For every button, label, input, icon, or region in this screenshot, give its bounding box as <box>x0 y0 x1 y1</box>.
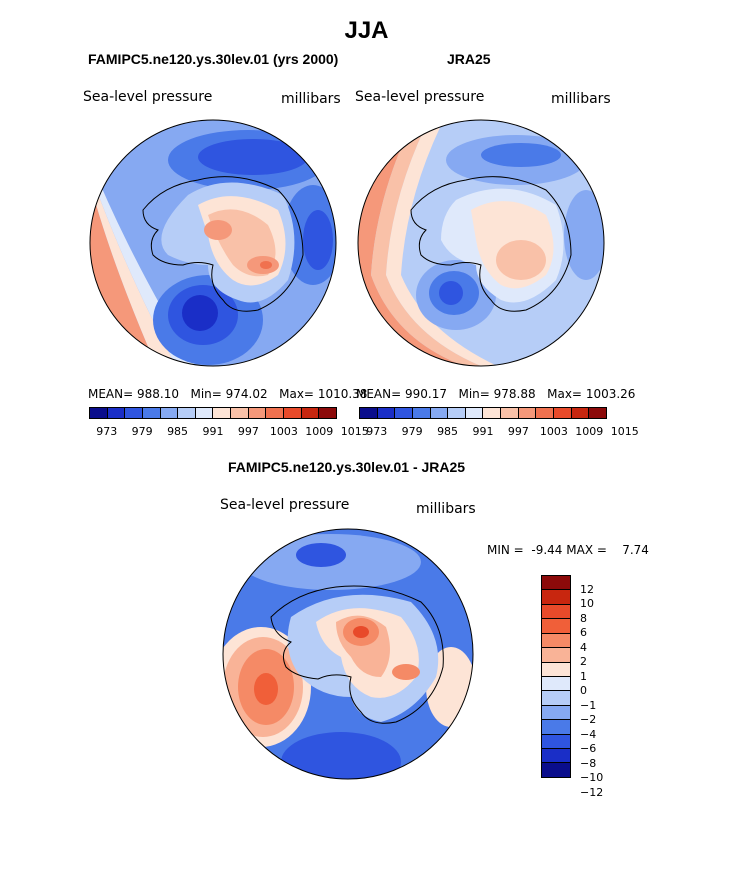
colorbar-tick-label: 1003 <box>539 425 568 438</box>
panel1-stats: MEAN= 988.10 Min= 974.02 Max= 1010.38 <box>88 387 368 401</box>
colorbar-swatch <box>178 408 196 418</box>
panel3-stats: MIN = -9.44 MAX = 7.74 <box>487 543 649 557</box>
panel2-colorbar <box>359 407 607 419</box>
colorbar-swatch <box>542 720 570 735</box>
colorbar-tick-label: 1015 <box>340 425 369 438</box>
colorbar-swatch <box>542 763 570 777</box>
colorbar-tick-label: 10 <box>580 597 594 610</box>
panel3-map <box>222 528 474 780</box>
colorbar-tick-label: 991 <box>472 425 494 438</box>
colorbar-tick-label: −4 <box>580 727 597 741</box>
colorbar-tick-label: −1 <box>580 698 597 712</box>
colorbar-tick-label: 0 <box>580 684 587 697</box>
colorbar-swatch <box>554 408 572 418</box>
colorbar-tick-label: 1 <box>580 669 587 683</box>
colorbar-swatch <box>160 408 179 418</box>
colorbar-swatch <box>542 662 570 677</box>
colorbar-tick-label: 973 <box>366 425 388 438</box>
colorbar-swatch <box>395 408 413 418</box>
colorbar-tick-label: 2 <box>580 655 587 668</box>
colorbar-tick-label: −8 <box>580 756 597 770</box>
colorbar-swatch <box>571 408 590 418</box>
colorbar-tick-label: 1003 <box>269 425 298 438</box>
panel3-units: millibars <box>416 501 476 517</box>
colorbar-swatch <box>589 408 606 418</box>
panel3-title: FAMIPC5.ne120.ys.30lev.01 - JRA25 <box>228 459 466 475</box>
colorbar-swatch <box>301 408 320 418</box>
colorbar-swatch <box>501 408 519 418</box>
colorbar-tick-label: 1009 <box>575 425 604 438</box>
panel1-colorbar <box>89 407 337 419</box>
colorbar-swatch <box>542 633 570 649</box>
colorbar-swatch <box>195 408 214 418</box>
colorbar-swatch <box>518 408 537 418</box>
colorbar-swatch <box>542 590 570 605</box>
colorbar-tick-label: 997 <box>237 425 259 438</box>
colorbar-swatch <box>542 676 570 692</box>
panel2-map <box>357 119 605 367</box>
page-title: JJA <box>344 17 389 44</box>
colorbar-swatch <box>231 408 249 418</box>
panel2-units: millibars <box>551 91 611 107</box>
colorbar-tick-label: 8 <box>580 611 587 625</box>
colorbar-swatch <box>542 604 570 620</box>
colorbar-swatch <box>319 408 336 418</box>
colorbar-tick-label: 979 <box>401 425 423 438</box>
colorbar-swatch <box>465 408 484 418</box>
colorbar-swatch <box>125 408 143 418</box>
colorbar-tick-label: 979 <box>131 425 153 438</box>
panel3-variable: Sea-level pressure <box>220 497 350 513</box>
colorbar-swatch <box>360 408 378 418</box>
panel1-title: FAMIPC5.ne120.ys.30lev.01 (yrs 2000) <box>88 51 339 67</box>
colorbar-swatch <box>448 408 466 418</box>
panel1-variable: Sea-level pressure <box>83 89 213 105</box>
colorbar-swatch <box>483 408 502 418</box>
colorbar-swatch <box>377 408 396 418</box>
colorbar-tick-label: −10 <box>580 771 604 784</box>
colorbar-swatch <box>542 619 570 634</box>
colorbar-tick-label: 973 <box>96 425 118 438</box>
colorbar-tick-label: 985 <box>167 425 189 438</box>
colorbar-tick-label: 4 <box>580 640 587 654</box>
colorbar-swatch <box>142 408 161 418</box>
colorbar-tick-label: −6 <box>580 742 597 755</box>
panel2-stats: MEAN= 990.17 Min= 978.88 Max= 1003.26 <box>356 387 636 401</box>
colorbar-tick-label: 997 <box>507 425 529 438</box>
colorbar-swatch <box>90 408 108 418</box>
colorbar-swatch <box>542 691 570 706</box>
colorbar-tick-label: 12 <box>580 582 594 596</box>
colorbar-tick-label: −12 <box>580 785 604 799</box>
colorbar-swatch <box>542 705 570 721</box>
colorbar-swatch <box>430 408 449 418</box>
panel2-title: JRA25 <box>447 51 491 67</box>
colorbar-tick-label: 6 <box>580 626 587 639</box>
colorbar-swatch <box>542 734 570 750</box>
panel1-units: millibars <box>281 91 341 107</box>
colorbar-tick-label: −2 <box>580 713 597 726</box>
colorbar-swatch <box>266 408 285 418</box>
colorbar-swatch <box>107 408 126 418</box>
colorbar-swatch <box>542 749 570 764</box>
colorbar-swatch <box>542 576 570 591</box>
colorbar-tick-label: 1015 <box>610 425 639 438</box>
panel3-colorbar <box>541 575 571 778</box>
colorbar-swatch <box>248 408 267 418</box>
colorbar-swatch <box>213 408 232 418</box>
panel2-variable: Sea-level pressure <box>355 89 485 105</box>
colorbar-swatch <box>542 648 570 663</box>
colorbar-swatch <box>284 408 302 418</box>
colorbar-tick-label: 985 <box>437 425 459 438</box>
panel1-map <box>89 119 337 367</box>
colorbar-tick-label: 991 <box>202 425 224 438</box>
colorbar-swatch <box>412 408 431 418</box>
colorbar-tick-label: 1009 <box>305 425 334 438</box>
colorbar-swatch <box>536 408 555 418</box>
